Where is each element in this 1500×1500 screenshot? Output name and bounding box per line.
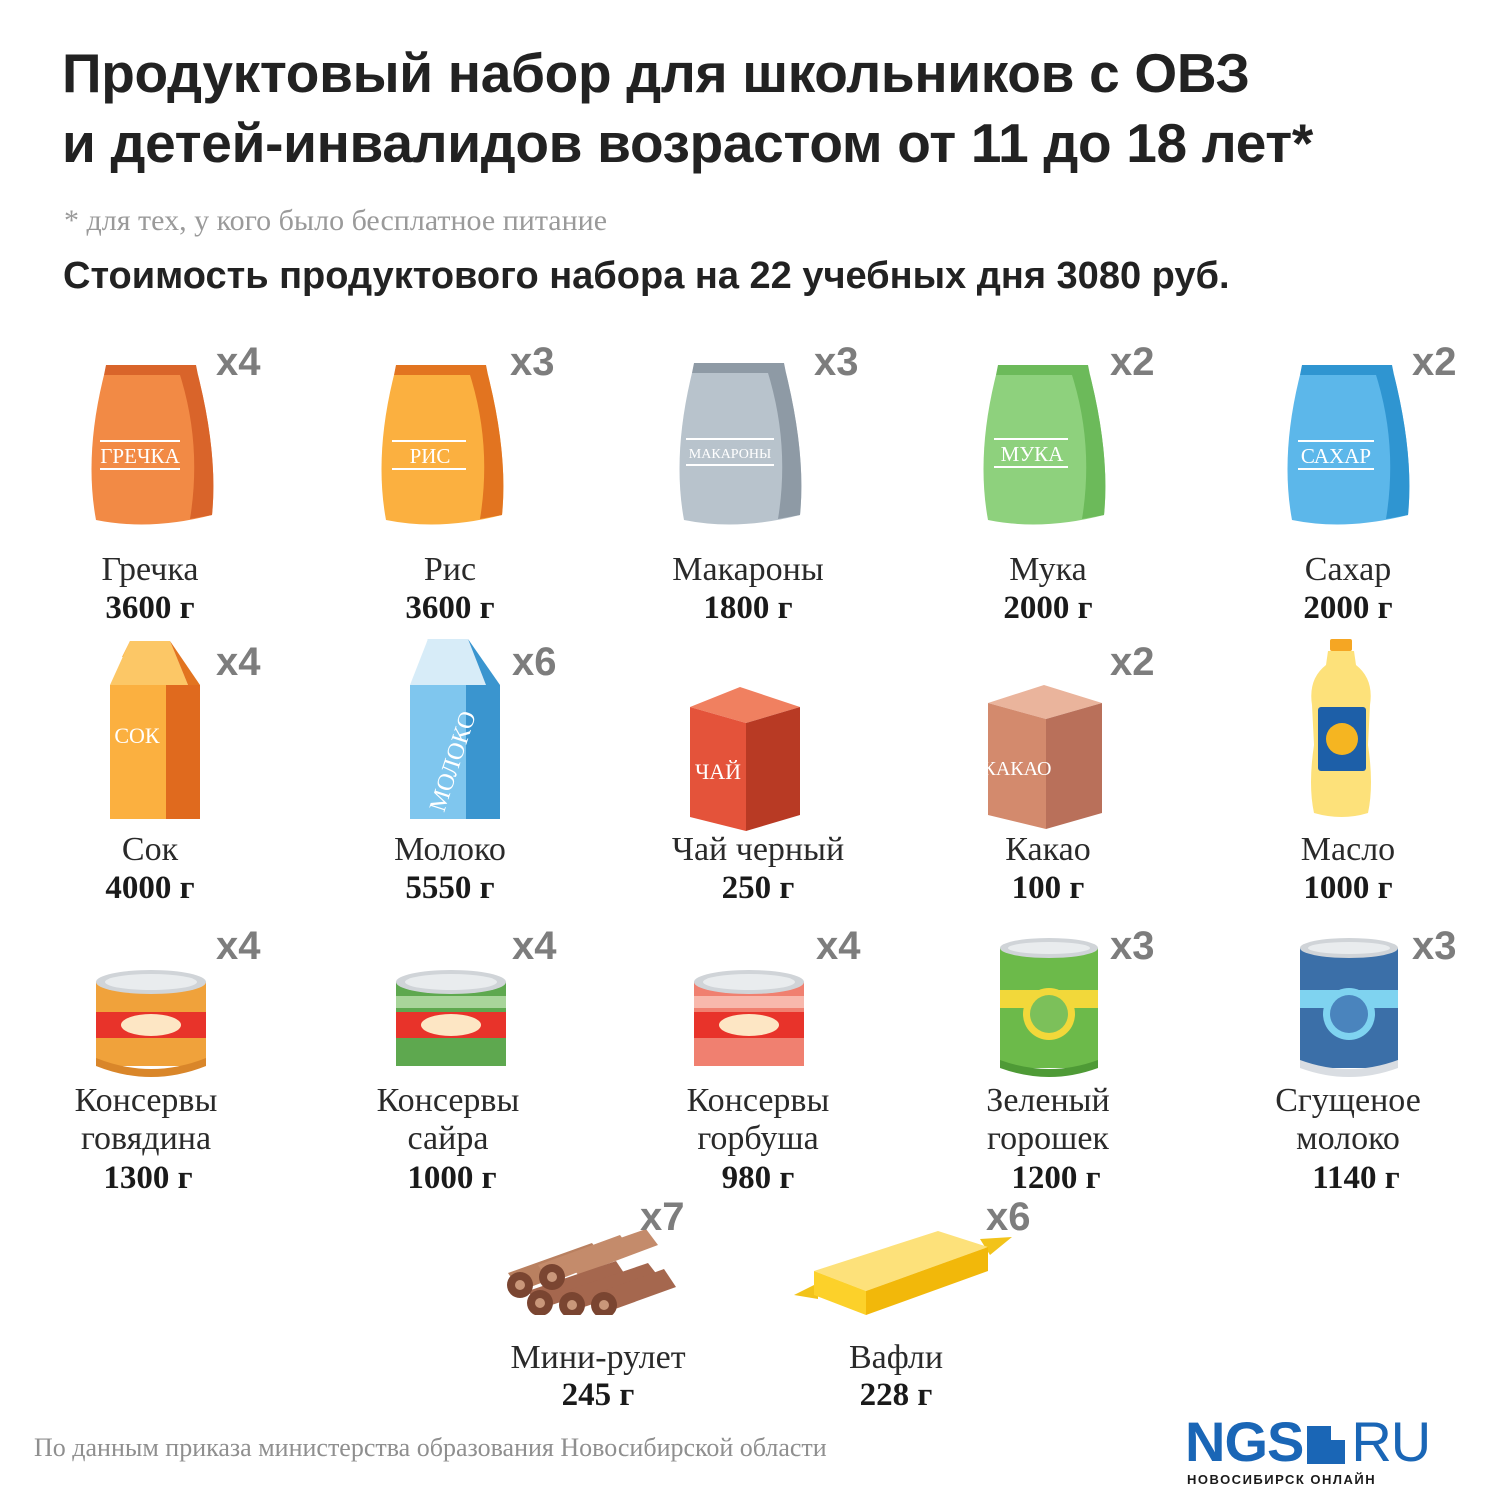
bag-icon: МАКАРОНЫ <box>618 335 878 535</box>
pack-text: РИС <box>410 444 451 468</box>
qty-badge: x4 <box>216 640 261 684</box>
product-name: Гречка <box>101 551 199 588</box>
juice-carton-icon: СОК <box>20 635 280 835</box>
pack-text: МАКАРОНЫ <box>689 447 771 462</box>
product-name: Мини-рулет <box>510 1339 686 1376</box>
pack-text: ГРЕЧКА <box>100 444 180 468</box>
tea-box-icon: ЧАЙ <box>628 635 888 835</box>
product-weight: 1000 г <box>407 1160 497 1196</box>
bag-icon: МУКА <box>918 335 1178 535</box>
product-weight: 2000 г <box>1003 590 1093 626</box>
pack-text: МУКА <box>1001 442 1065 466</box>
product-name: Консервы <box>686 1082 830 1119</box>
product-name: Сгущеное <box>1275 1082 1421 1119</box>
product-weight: 1140 г <box>1312 1160 1400 1196</box>
qty-badge: x4 <box>816 924 861 968</box>
pack-text: ЧАЙ <box>695 759 741 784</box>
pack-text: КАКАО <box>982 758 1051 780</box>
product-weight: 5550 г <box>405 870 495 906</box>
product-name: Вафли <box>848 1339 944 1376</box>
mini-roll-icon <box>468 1195 728 1395</box>
tall-can-icon <box>918 920 1178 1120</box>
product-weight: 228 г <box>859 1377 933 1413</box>
product-weight: 1800 г <box>703 590 793 626</box>
product-name: Какао <box>1005 831 1091 868</box>
bag-icon: ГРЕЧКА <box>20 335 280 535</box>
product-weight: 100 г <box>1011 870 1085 906</box>
page-title: Продуктовый набор для школьников с ОВЗ и… <box>62 38 1482 178</box>
can-icon <box>628 920 888 1120</box>
logo-subtitle: НОВОСИБИРСК ОНЛАЙН <box>1187 1472 1377 1487</box>
title-line-1: Продуктовый набор для школьников с ОВЗ <box>62 42 1250 104</box>
product-name: Макароны <box>672 551 824 588</box>
product-weight: 3600 г <box>105 590 195 626</box>
product-weight: 3600 г <box>405 590 495 626</box>
bag-icon: РИС <box>320 335 580 535</box>
product-weight: 1200 г <box>1011 1160 1101 1196</box>
title-line-2: и детей-инвалидов возрастом от 11 до 18 … <box>62 112 1314 174</box>
bag-icon: САХАР <box>1218 335 1478 535</box>
qty-badge: x4 <box>216 924 261 968</box>
can-icon <box>20 920 280 1120</box>
qty-badge: x7 <box>640 1195 685 1239</box>
product-weight: 980 г <box>721 1160 795 1196</box>
qty-badge: x6 <box>512 640 557 684</box>
product-name: Рис <box>423 551 477 588</box>
cost-subtitle: Стоимость продуктового набора на 22 учеб… <box>63 255 1230 297</box>
qty-badge: x2 <box>1412 340 1457 384</box>
qty-badge: x6 <box>986 1195 1031 1239</box>
product-name-line2: горбуша <box>697 1120 819 1157</box>
product-name-line2: молоко <box>1296 1120 1400 1157</box>
pack-text: СОК <box>114 723 160 748</box>
milk-carton-icon: МОЛОКО <box>320 635 580 835</box>
logo-wordmark: NGS RU <box>1185 1410 1431 1473</box>
logo-right: RU <box>1351 1410 1431 1473</box>
product-weight: 1000 г <box>1303 870 1393 906</box>
product-weight: 250 г <box>721 870 795 906</box>
oil-bottle-icon <box>1218 635 1478 835</box>
qty-badge: x3 <box>1110 924 1155 968</box>
product-name: Консервы <box>74 1082 218 1119</box>
product-name: Молоко <box>394 831 506 868</box>
pack-text: САХАР <box>1301 444 1371 468</box>
qty-badge: x3 <box>1412 924 1457 968</box>
logo-square-icon <box>1307 1426 1346 1464</box>
product-name: Сок <box>121 831 179 868</box>
qty-badge: x3 <box>814 340 859 384</box>
product-weight: 4000 г <box>105 870 195 906</box>
product-name-line2: говядина <box>80 1120 212 1157</box>
wafer-pack-icon <box>766 1195 1026 1395</box>
cocoa-box-icon: КАКАО <box>918 635 1178 835</box>
product-weight: 1300 г <box>103 1160 193 1196</box>
qty-badge: x4 <box>216 340 261 384</box>
can-icon <box>320 920 580 1120</box>
tall-can-icon <box>1218 920 1478 1120</box>
product-name: Зеленый <box>986 1082 1110 1119</box>
footnote: * для тех, у кого было бесплатное питани… <box>64 204 608 237</box>
product-name: Сахар <box>1304 551 1392 588</box>
product-name: Чай черный <box>671 831 845 868</box>
qty-badge: x2 <box>1110 340 1155 384</box>
product-name: Мука <box>1009 551 1087 588</box>
product-name: Масло <box>1300 831 1396 868</box>
product-weight: 2000 г <box>1303 590 1393 626</box>
source-note: По данным приказа министерства образован… <box>34 1433 827 1462</box>
qty-badge: x3 <box>510 340 555 384</box>
product-name-line2: горошек <box>987 1120 1109 1157</box>
product-weight: 245 г <box>561 1377 635 1413</box>
product-name-line2: сайра <box>407 1120 489 1157</box>
qty-badge: x2 <box>1110 640 1155 684</box>
product-name: Консервы <box>376 1082 520 1119</box>
ngs-logo: NGS RU НОВОСИБИРСК ОНЛАЙН <box>1185 1412 1485 1492</box>
logo-left: NGS <box>1185 1410 1304 1473</box>
qty-badge: x4 <box>512 924 557 968</box>
